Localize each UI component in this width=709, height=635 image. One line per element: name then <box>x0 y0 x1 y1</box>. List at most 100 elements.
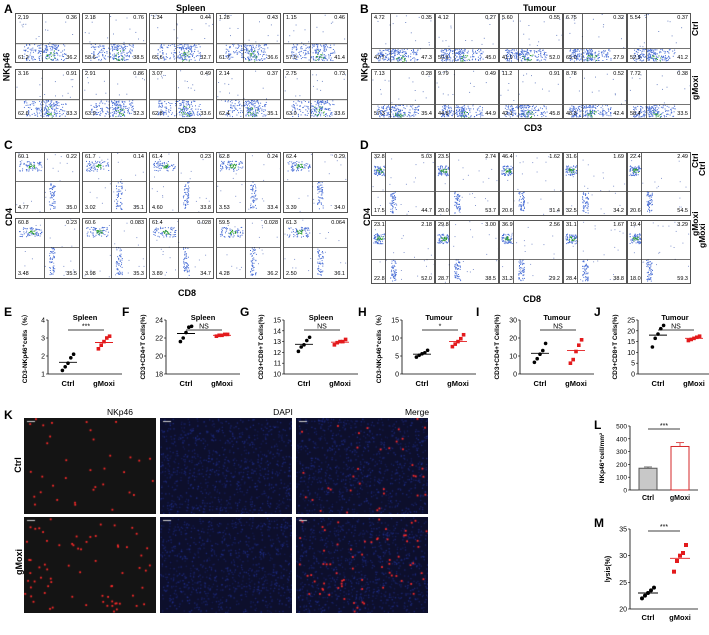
flow-quadrant-value: 2.14 <box>219 71 230 77</box>
flow-quadrant-value: 3.02 <box>85 205 96 211</box>
data-point <box>338 339 342 344</box>
flow-quadrant-value: 32.7 <box>200 55 211 61</box>
tick-label: 100 <box>616 475 627 482</box>
flow-quadrant-value: 19.4 <box>630 222 641 228</box>
flow-plot-a: 2.19 0.36 61.2 36.2 <box>15 13 80 63</box>
flow-plot-c: 61.7 0.14 3.02 35.1 <box>82 152 147 213</box>
flow-d-xlabel: CD8 <box>523 294 542 304</box>
flow-quadrant-value: 2.49 <box>677 154 688 160</box>
tick-label: 0 <box>395 372 399 379</box>
flow-plot-d: 29.8 3.00 28.7 38.5 <box>435 220 499 284</box>
data-point <box>299 345 303 349</box>
data-point <box>102 339 106 344</box>
flow-plot-d: 31.6 1.69 32.5 34.2 <box>563 152 627 216</box>
data-point <box>652 585 656 590</box>
tick-label: 0 <box>631 372 635 379</box>
data-point <box>343 337 348 342</box>
flow-dots <box>628 70 690 118</box>
flow-quadrant-value: 0.37 <box>677 15 688 21</box>
flow-plot-c: 61.4 0.028 3.89 34.7 <box>149 218 214 279</box>
flow-quadrant-value: 0.14 <box>133 154 144 160</box>
flow-plot-b: 8.78 0.52 48.3 42.4 <box>563 69 627 119</box>
flow-dots <box>372 70 434 118</box>
flow-quadrant-value: 45.8 <box>549 111 560 117</box>
flow-quadrant-value: 42.1 <box>502 111 513 117</box>
flow-quadrant-value: 28.4 <box>566 276 577 282</box>
category-label: Ctrl <box>62 379 75 388</box>
y-axis-label: CD3-NKp46⁺cells（%） <box>21 312 29 383</box>
flow-quadrant-value: 38.8 <box>613 276 624 282</box>
flow-plot-d: 22.4 2.49 20.6 54.5 <box>627 152 691 216</box>
category-label: gMoxi <box>683 379 705 388</box>
flow-quadrant-value: 1.28 <box>219 15 230 21</box>
flow-dots <box>150 153 213 212</box>
flow-dots <box>564 70 626 118</box>
flow-quadrant-value: 0.32 <box>613 15 624 21</box>
panel-label-c: C <box>4 138 13 152</box>
flow-quadrant-value: 31.4 <box>549 208 560 214</box>
tick-label: 15 <box>391 318 399 325</box>
flow-quadrant-value: 59.3 <box>677 276 688 282</box>
flow-plot-a: 1.34 0.44 65.6 32.7 <box>149 13 214 63</box>
flow-dots <box>564 14 626 62</box>
flow-quadrant-value: 28.7 <box>438 276 449 282</box>
data-point <box>107 334 112 338</box>
significance-label: NS <box>671 324 681 331</box>
flow-plot-d: 32.8 5.03 17.5 44.7 <box>371 152 435 216</box>
significance-label: NS <box>317 324 327 331</box>
data-point <box>532 360 537 365</box>
data-point <box>461 332 466 337</box>
flow-quadrant-value: 65.0 <box>566 55 577 61</box>
flow-dots <box>16 70 79 118</box>
flow-plot-a: 2.18 0.76 58.6 38.5 <box>82 13 147 63</box>
flow-quadrant-value: 36.6 <box>267 55 278 61</box>
flow-plot-c: 62.4 0.29 3.39 34.0 <box>283 152 348 213</box>
tick-label: 20 <box>155 354 163 361</box>
data-point <box>178 339 183 344</box>
flow-dots <box>628 14 690 62</box>
flow-b-xlabel: CD3 <box>524 123 543 133</box>
data-point <box>189 324 194 329</box>
flow-quadrant-value: 31.6 <box>566 154 577 160</box>
flow-plot-b: 4.12 0.27 50.6 45.0 <box>435 13 499 63</box>
data-point <box>579 338 584 342</box>
flow-dots <box>217 219 280 278</box>
flow-quadrant-value: 3.00 <box>485 222 496 228</box>
flow-quadrant-value: 62.8 <box>219 154 230 160</box>
flow-plot-c: 61.4 0.23 4.60 33.8 <box>149 152 214 213</box>
flow-quadrant-value: 2.75 <box>286 71 297 77</box>
flow-quadrant-value: 53.7 <box>485 208 496 214</box>
tick-label: 15 <box>627 339 635 346</box>
scatter-panel-h: Tumour 0 5 10 15 CD3-NKp46⁺cells（%） * Ctrl gMoxi <box>375 312 476 388</box>
flow-quadrant-value: 65.6 <box>152 55 163 61</box>
data-point <box>63 365 67 369</box>
flow-plot-c: 60.8 0.23 3.48 35.5 <box>15 218 80 279</box>
flow-quadrant-value: 62.4 <box>286 154 297 160</box>
flow-dots <box>217 153 280 212</box>
category-label: Ctrl <box>652 379 665 388</box>
flow-quadrant-value: 33.6 <box>200 111 211 117</box>
flow-quadrant-value: 44.7 <box>421 208 432 214</box>
flow-quadrant-value: 33.6 <box>334 111 345 117</box>
y-axis-label: CD3+CD4+T Cells(%) <box>494 314 501 379</box>
scatter-title: Tumour <box>543 313 570 322</box>
tick-label: 4 <box>41 318 45 325</box>
micrograph-merge-ctrl <box>296 418 428 514</box>
flow-b-ylabel: NKp46 <box>359 52 370 82</box>
panel-label-d: D <box>360 138 369 152</box>
tick-label: 30 <box>509 318 517 325</box>
data-point <box>535 356 539 361</box>
flow-plot-c: 62.8 0.24 3.53 33.4 <box>216 152 281 213</box>
data-point <box>307 335 312 340</box>
flow-quadrant-value: 1.62 <box>549 154 560 160</box>
flow-quadrant-value: 0.083 <box>130 220 144 226</box>
panel-label-k: K <box>4 408 13 422</box>
flow-quadrant-value: 3.98 <box>85 271 96 277</box>
flow-quadrant-value: 3.16 <box>18 71 29 77</box>
significance-label: *** <box>660 524 668 531</box>
data-point <box>335 340 339 345</box>
micrograph-dapi-ctrl <box>160 418 292 514</box>
tick-label: 22 <box>155 336 163 343</box>
flow-dots <box>436 153 498 215</box>
flow-quadrant-value: 22.4 <box>630 154 641 160</box>
